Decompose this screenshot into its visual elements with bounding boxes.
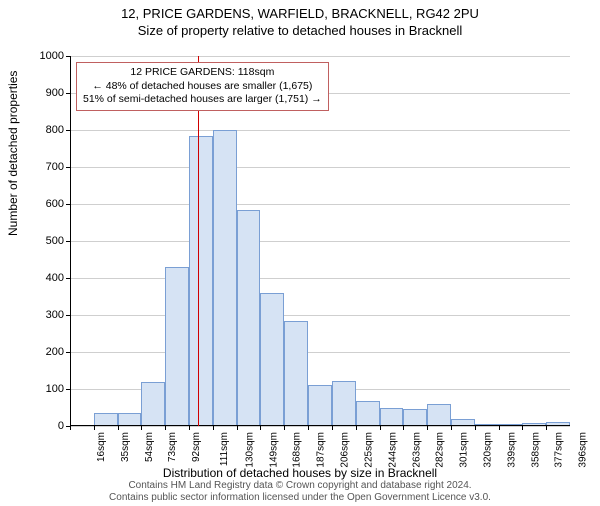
annotation-box: 12 PRICE GARDENS: 118sqm← 48% of detache… <box>76 62 329 111</box>
y-tick-label: 100 <box>24 383 64 395</box>
x-axis-line <box>70 425 570 426</box>
x-axis-label: Distribution of detached houses by size … <box>0 466 600 480</box>
x-tick-label: 263sqm <box>411 432 422 468</box>
x-tick-mark <box>118 426 119 430</box>
x-tick-label: 187sqm <box>316 432 327 468</box>
y-tick-label: 500 <box>24 235 64 247</box>
x-tick-mark <box>260 426 261 430</box>
y-tick-label: 600 <box>24 198 64 210</box>
footer-line-1: Contains HM Land Registry data © Crown c… <box>0 480 600 492</box>
histogram-bar <box>403 409 427 426</box>
x-tick-mark <box>427 426 428 430</box>
x-tick-mark <box>308 426 309 430</box>
gridline <box>70 241 570 242</box>
annotation-line: 51% of semi-detached houses are larger (… <box>83 93 322 107</box>
x-tick-mark <box>499 426 500 430</box>
y-tick-label: 200 <box>24 346 64 358</box>
y-tick-label: 300 <box>24 309 64 321</box>
x-tick-label: 54sqm <box>144 432 155 462</box>
x-tick-mark <box>94 426 95 430</box>
x-tick-label: 225sqm <box>363 432 374 468</box>
y-axis-label: Number of detached properties <box>6 71 20 236</box>
y-tick-label: 400 <box>24 272 64 284</box>
x-tick-label: 35sqm <box>120 432 131 462</box>
footer-line-2: Contains public sector information licen… <box>0 492 600 504</box>
x-tick-label: 358sqm <box>530 432 541 468</box>
gridline <box>70 426 570 427</box>
y-tick-label: 1000 <box>24 50 64 62</box>
x-tick-mark <box>70 426 71 430</box>
histogram-bar <box>332 381 356 426</box>
x-tick-label: 92sqm <box>191 432 202 462</box>
gridline <box>70 130 570 131</box>
x-tick-mark <box>451 426 452 430</box>
y-tick-label: 0 <box>24 420 64 432</box>
gridline <box>70 315 570 316</box>
x-tick-label: 377sqm <box>554 432 565 468</box>
gridline <box>70 278 570 279</box>
histogram-bar <box>165 267 189 426</box>
x-tick-label: 16sqm <box>96 432 107 462</box>
x-tick-label: 339sqm <box>506 432 517 468</box>
x-tick-mark <box>284 426 285 430</box>
x-tick-mark <box>332 426 333 430</box>
gridline <box>70 204 570 205</box>
x-tick-mark <box>165 426 166 430</box>
y-axis-line <box>70 56 71 426</box>
y-tick-label: 800 <box>24 124 64 136</box>
histogram-bar <box>284 321 308 426</box>
x-tick-label: 244sqm <box>387 432 398 468</box>
title-sub: Size of property relative to detached ho… <box>0 23 600 38</box>
histogram-bar <box>237 210 261 426</box>
annotation-line: 12 PRICE GARDENS: 118sqm <box>83 66 322 80</box>
x-tick-mark <box>522 426 523 430</box>
histogram-bar <box>427 404 451 426</box>
x-tick-label: 282sqm <box>435 432 446 468</box>
annotation-line: ← 48% of detached houses are smaller (1,… <box>83 80 322 94</box>
x-tick-mark <box>189 426 190 430</box>
x-tick-label: 111sqm <box>219 432 230 466</box>
histogram-bar <box>380 408 404 426</box>
histogram-bar <box>189 136 213 426</box>
reference-line <box>198 56 199 426</box>
footer: Contains HM Land Registry data © Crown c… <box>0 480 600 504</box>
histogram-bar <box>356 401 380 426</box>
histogram-bar <box>141 382 165 426</box>
x-tick-label: 396sqm <box>578 432 589 468</box>
x-tick-label: 149sqm <box>268 432 279 468</box>
x-tick-label: 130sqm <box>244 432 255 468</box>
histogram-bar <box>308 385 332 426</box>
x-tick-mark <box>403 426 404 430</box>
plot-area: 0100200300400500600700800900100016sqm35s… <box>70 56 570 426</box>
y-tick-label: 900 <box>24 87 64 99</box>
x-tick-mark <box>546 426 547 430</box>
gridline <box>70 352 570 353</box>
x-tick-mark <box>475 426 476 430</box>
x-tick-label: 206sqm <box>340 432 351 468</box>
x-tick-label: 168sqm <box>292 432 303 468</box>
x-tick-mark <box>141 426 142 430</box>
histogram-bar <box>213 130 237 426</box>
x-tick-label: 301sqm <box>459 432 470 468</box>
x-tick-label: 320sqm <box>483 432 494 468</box>
chart-container: 12, PRICE GARDENS, WARFIELD, BRACKNELL, … <box>0 6 600 506</box>
x-tick-mark <box>356 426 357 430</box>
x-tick-mark <box>213 426 214 430</box>
y-tick-label: 700 <box>24 161 64 173</box>
x-tick-label: 73sqm <box>167 432 178 462</box>
gridline <box>70 56 570 57</box>
gridline <box>70 167 570 168</box>
title-main: 12, PRICE GARDENS, WARFIELD, BRACKNELL, … <box>0 6 600 21</box>
x-tick-mark <box>237 426 238 430</box>
histogram-bar <box>260 293 284 426</box>
x-tick-mark <box>380 426 381 430</box>
